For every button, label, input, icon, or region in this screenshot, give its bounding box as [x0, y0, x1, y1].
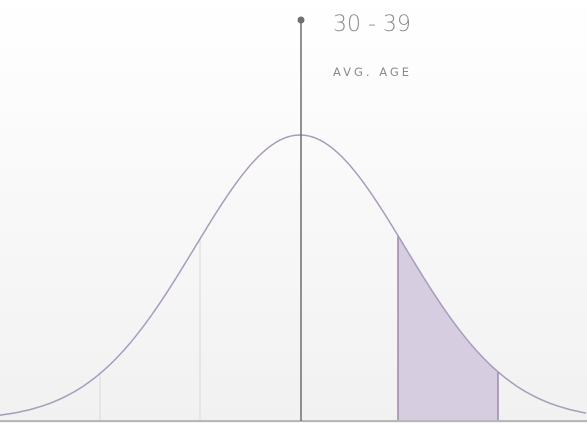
curve-layer [0, 134, 587, 420]
shaded-region [398, 235, 498, 420]
bell-curve [0, 134, 587, 416]
mean-dot [297, 16, 305, 24]
age-caption: AVG. AGE [333, 65, 412, 79]
age-range: 30 - 39 [333, 12, 411, 37]
